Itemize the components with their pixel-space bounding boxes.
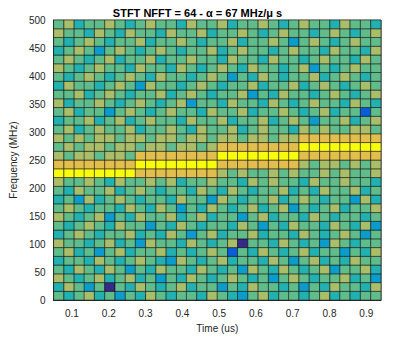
svg-text:0.3: 0.3 [139, 308, 153, 319]
svg-text:250: 250 [29, 155, 46, 166]
svg-text:0: 0 [40, 295, 46, 306]
svg-text:0.2: 0.2 [102, 308, 116, 319]
svg-text:0.7: 0.7 [286, 308, 300, 319]
svg-text:50: 50 [34, 267, 46, 278]
svg-text:STFT NFFT = 64 - α = 67 MHz/μ: STFT NFFT = 64 - α = 67 MHz/μ s [113, 7, 282, 19]
svg-text:300: 300 [29, 127, 46, 138]
svg-text:0.4: 0.4 [175, 308, 189, 319]
svg-text:0.1: 0.1 [65, 308, 79, 319]
svg-text:Time (us): Time (us) [196, 323, 238, 334]
svg-text:200: 200 [29, 183, 46, 194]
svg-text:0.8: 0.8 [323, 308, 337, 319]
svg-text:0.9: 0.9 [359, 308, 373, 319]
svg-text:150: 150 [29, 211, 46, 222]
svg-text:400: 400 [29, 71, 46, 82]
svg-text:0.6: 0.6 [249, 308, 263, 319]
svg-text:0.5: 0.5 [212, 308, 226, 319]
svg-text:450: 450 [29, 43, 46, 54]
svg-text:Frequency (MHz): Frequency (MHz) [8, 121, 19, 198]
svg-text:500: 500 [29, 15, 46, 26]
svg-text:100: 100 [29, 239, 46, 250]
svg-text:350: 350 [29, 99, 46, 110]
